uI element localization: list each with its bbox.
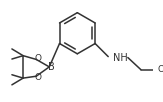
- Text: O: O: [35, 54, 42, 63]
- Text: NH: NH: [113, 53, 128, 63]
- Text: O: O: [35, 73, 42, 82]
- Text: O: O: [157, 65, 163, 74]
- Text: B: B: [48, 62, 55, 72]
